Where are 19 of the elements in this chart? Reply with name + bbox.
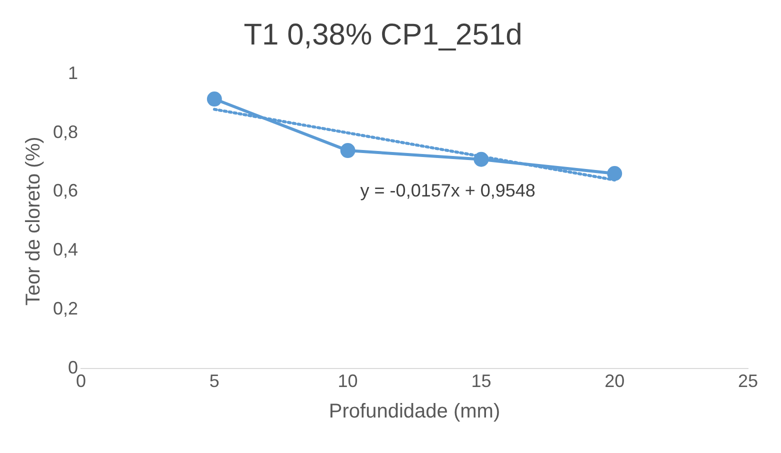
chart-title: T1 0,38% CP1_251d [244, 18, 522, 52]
point [607, 166, 622, 182]
y-tick-label: 0,4 [52, 240, 78, 260]
x-tick-label: 25 [738, 371, 758, 392]
y-tick-label: 0 [68, 357, 78, 378]
point [474, 152, 489, 167]
point [206, 92, 222, 107]
x-axis-title: Profundidade (mm) [328, 400, 500, 423]
y-axis-title: Teor de cloreto (%) [22, 136, 45, 306]
y-tick-label: 1 [68, 62, 78, 83]
point [340, 143, 356, 158]
x-tick-label: 10 [338, 371, 358, 392]
y-tick-label: 0,2 [52, 298, 78, 318]
y-tick-label: 0,6 [52, 180, 78, 201]
x-tick-label: 15 [471, 371, 492, 392]
x-tick-label: 5 [209, 371, 220, 392]
x-tick-label: 20 [604, 371, 625, 392]
y-tick-label: 0,8 [52, 122, 78, 142]
annotation: y = -0,0157x + 0,9548 [360, 180, 536, 201]
